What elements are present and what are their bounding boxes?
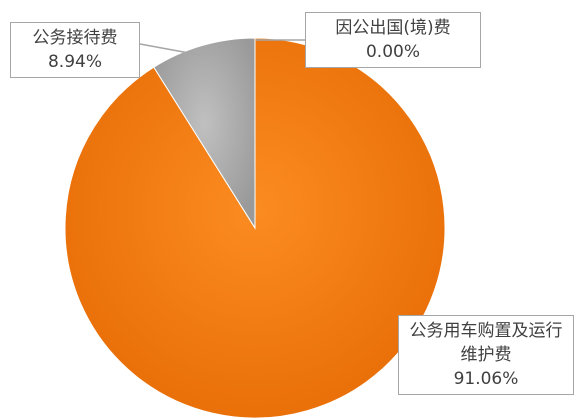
- category-label: 公务接待费: [32, 28, 118, 48]
- value-label: 8.94%: [47, 52, 102, 72]
- leader-line: [139, 43, 201, 56]
- category-label: 公务用车购置及运行维护费: [409, 321, 563, 365]
- value-label: 91.06%: [453, 369, 519, 389]
- label-box: 因公出国(境)费 0.00%: [305, 12, 481, 68]
- pie-slice: [153, 37, 256, 230]
- label-box: 公务用车购置及运行维护费 91.06%: [398, 315, 574, 395]
- slices: [64, 37, 446, 419]
- label-box: 公务接待费 8.94%: [10, 22, 140, 78]
- value-label: 0.00%: [365, 42, 420, 62]
- category-label: 因公出国(境)费: [335, 18, 451, 38]
